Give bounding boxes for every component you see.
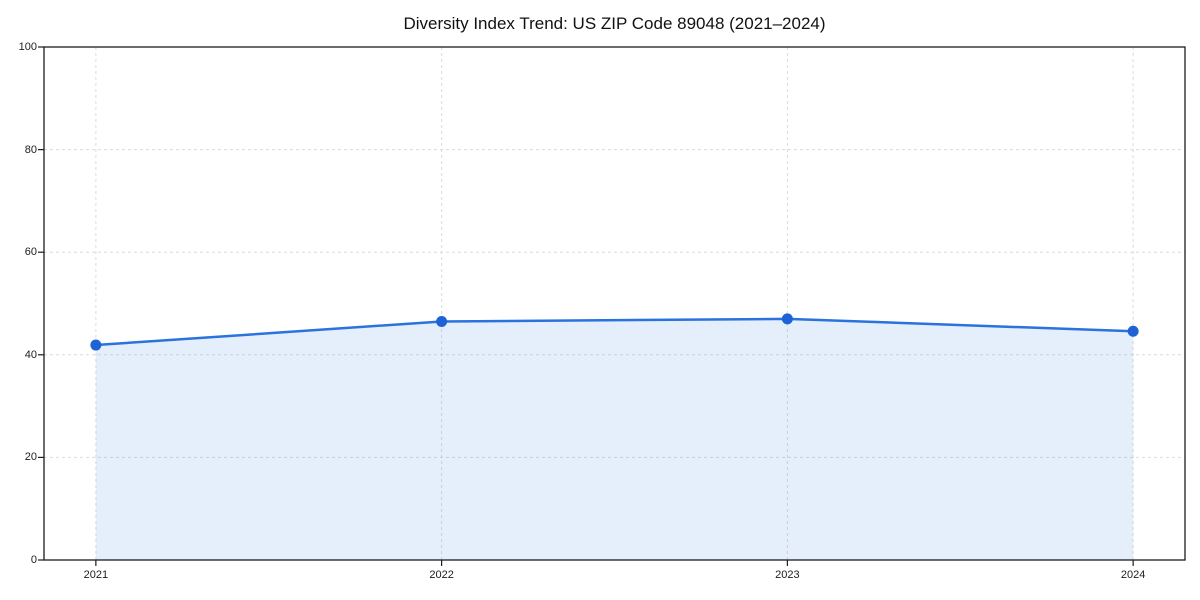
x-tick-label: 2024 <box>1120 569 1146 581</box>
x-tick-label: 2023 <box>775 569 800 581</box>
data-point-marker <box>781 313 793 325</box>
data-point-marker <box>1127 325 1139 337</box>
chart-title: Diversity Index Trend: US ZIP Code 89048… <box>403 14 826 33</box>
data-point-marker <box>436 315 448 327</box>
y-tick-label: 60 <box>24 246 37 259</box>
y-tick-label: 40 <box>24 348 37 361</box>
y-tick-label: 100 <box>18 41 37 53</box>
plot-border <box>43 46 1186 561</box>
y-tick-label: 20 <box>24 451 37 464</box>
y-tick-label: 80 <box>24 143 37 156</box>
data-point-marker <box>90 339 102 351</box>
area-fill <box>95 318 1134 560</box>
y-tick-label: 0 <box>30 554 37 566</box>
x-tick-label: 2022 <box>429 569 454 581</box>
x-tick-label: 2021 <box>83 569 109 581</box>
trend-line <box>94 317 1135 347</box>
